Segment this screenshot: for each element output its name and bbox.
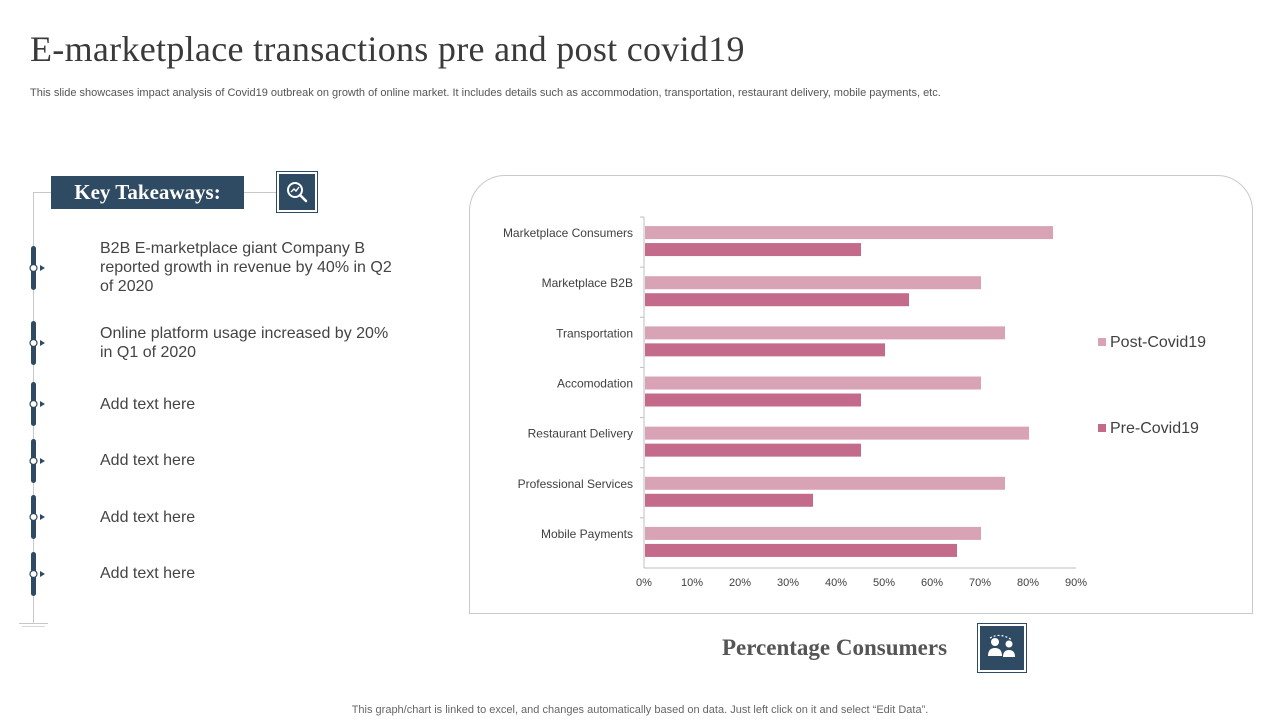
bar-pre: [645, 493, 813, 507]
bar-pre: [645, 243, 861, 257]
category-label: Accomodation: [557, 377, 633, 391]
category-label: Marketplace Consumers: [503, 226, 633, 240]
legend-label: Pre-Covid19: [1110, 420, 1199, 437]
chart-caption: Percentage Consumers: [722, 635, 948, 660]
bar-post: [645, 326, 1005, 340]
key-takeaways-heading: Key Takeaways:: [51, 176, 244, 209]
takeaway-item: Online platform usage increased by 20% i…: [100, 325, 389, 361]
takeaway-item: Add text here: [100, 396, 196, 413]
x-tick-label: 20%: [729, 577, 751, 589]
magnifier-chart-icon: [276, 171, 318, 213]
category-label: Mobile Payments: [541, 527, 633, 541]
bar-pre: [645, 393, 861, 407]
bar-post: [645, 226, 1053, 240]
category-label: Marketplace B2B: [542, 276, 633, 290]
bar-post: [645, 376, 981, 390]
x-tick-label: 10%: [681, 577, 703, 589]
x-tick-label: 30%: [777, 577, 799, 589]
legend-swatch: [1098, 424, 1106, 432]
footer-note: This graph/chart is linked to excel, and…: [351, 704, 929, 716]
timeline-marker: [27, 246, 47, 290]
takeaway-item: B2B E-marketplace giant Company B report…: [100, 240, 392, 295]
bar-post: [645, 526, 981, 540]
timeline-marker: [27, 321, 47, 365]
page-subtitle: This slide showcases impact analysis of …: [30, 87, 941, 99]
bar-post: [645, 476, 1005, 490]
timeline-marker: [27, 495, 47, 539]
timeline-marker: [27, 382, 47, 426]
timeline-base-shadow: [22, 626, 45, 627]
takeaway-item: Add text here: [100, 509, 196, 526]
x-tick-label: 70%: [969, 577, 991, 589]
bar-post: [645, 276, 981, 290]
x-tick-label: 60%: [921, 577, 943, 589]
bar-pre: [645, 293, 909, 307]
chart-frame: [469, 175, 1253, 614]
legend-label: Post-Covid19: [1110, 334, 1206, 351]
category-label: Restaurant Delivery: [528, 427, 633, 441]
x-tick-label: 50%: [873, 577, 895, 589]
x-tick-label: 40%: [825, 577, 847, 589]
bar-chart: Marketplace Consumers Marketplace B2B Tran…: [503, 216, 1206, 589]
bar-pre: [645, 343, 885, 357]
timeline-base: [19, 623, 48, 624]
bar-pre: [645, 543, 957, 557]
legend-swatch: [1098, 338, 1106, 346]
x-tick-label: 90%: [1065, 577, 1087, 589]
category-label: Professional Services: [518, 477, 633, 491]
consumers-icon: [977, 623, 1027, 673]
timeline-marker: [27, 552, 47, 596]
x-tick-label: 80%: [1017, 577, 1039, 589]
bar-pre: [645, 443, 861, 457]
x-tick-label: 0%: [636, 577, 652, 589]
category-label: Transportation: [556, 326, 633, 340]
page-title: E-marketplace transactions pre and post …: [30, 29, 745, 69]
bar-post: [645, 426, 1029, 440]
takeaway-item: Add text here: [100, 452, 196, 469]
takeaway-item: Add text here: [100, 565, 196, 582]
timeline-marker: [27, 439, 47, 483]
